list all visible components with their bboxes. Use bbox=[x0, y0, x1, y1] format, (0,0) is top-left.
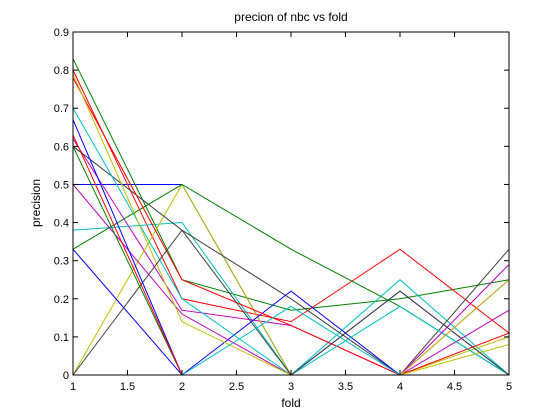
y-axis-ticks: 0 0.1 0.2 0.3 0.4 0.5 0.6 0.7 0.8 0.9 bbox=[54, 27, 509, 382]
y-tick-label: 0.6 bbox=[54, 141, 69, 153]
x-tick-label: 1.5 bbox=[120, 381, 135, 393]
x-tick-label: 1 bbox=[70, 381, 76, 393]
x-axis-label: fold bbox=[281, 396, 300, 410]
y-tick-label: 0.7 bbox=[54, 103, 69, 115]
chart-title: precion of nbc vs fold bbox=[234, 10, 347, 24]
x-tick-label: 3 bbox=[288, 381, 294, 393]
y-tick-label: 0.2 bbox=[54, 294, 69, 306]
x-tick-label: 5 bbox=[506, 381, 512, 393]
x-tick-label: 2.5 bbox=[229, 381, 244, 393]
x-tick-label: 3.5 bbox=[338, 381, 353, 393]
y-tick-label: 0.1 bbox=[54, 332, 69, 344]
x-axis-ticks: 1 1.5 2 2.5 3 3.5 4 4.5 5 bbox=[70, 32, 512, 393]
y-tick-label: 0.4 bbox=[54, 218, 69, 230]
series-line-3 bbox=[72, 69, 510, 334]
x-tick-label: 4.5 bbox=[447, 381, 462, 393]
y-tick-label: 0.5 bbox=[54, 179, 69, 191]
y-tick-label: 0.9 bbox=[54, 27, 69, 39]
y-tick-label: 0.3 bbox=[54, 256, 69, 268]
y-tick-label: 0 bbox=[63, 370, 69, 382]
x-tick-label: 4 bbox=[397, 381, 403, 393]
series-line-10 bbox=[72, 77, 510, 376]
x-tick-label: 2 bbox=[179, 381, 185, 393]
y-axis-label: precision bbox=[29, 179, 43, 227]
y-tick-label: 0.8 bbox=[54, 65, 69, 77]
series-line-7 bbox=[72, 145, 510, 376]
plot-area bbox=[73, 32, 509, 375]
